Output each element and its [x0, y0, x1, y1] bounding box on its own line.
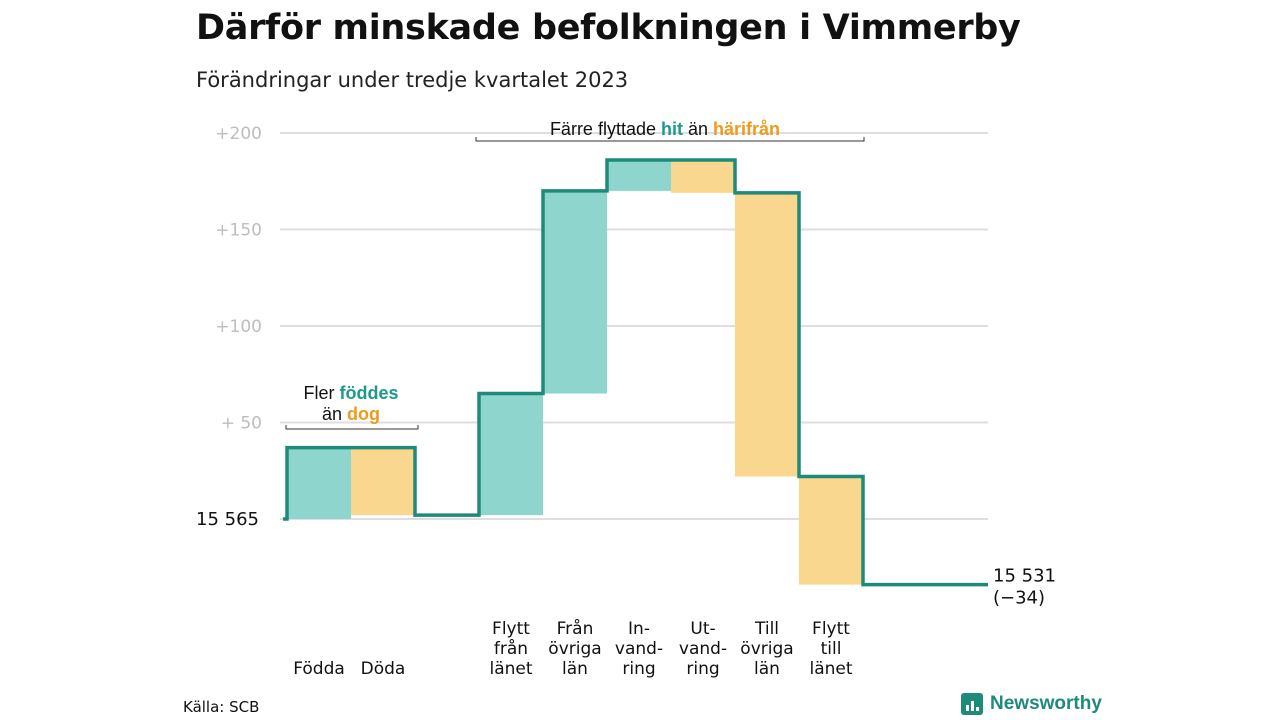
- category-label: Ut-vand-ring: [679, 619, 727, 679]
- waterfall-bar-från-övriga-län: [543, 190, 607, 394]
- label-layer: Födda Döda Flytt från länet Från övriga län In-v…: [196, 509, 1056, 679]
- chart-subtitle: Förändringar under tredje kvartalet 2023: [196, 68, 629, 92]
- category-label: Födda: [293, 659, 345, 679]
- brand-name: Newsworthy: [990, 693, 1102, 714]
- category-label: Flytt från länet: [489, 619, 532, 679]
- waterfall-bar-födda: [287, 447, 351, 519]
- category-label: Döda: [361, 659, 406, 679]
- category-label: In-vand-ring: [615, 619, 663, 679]
- category-label: Till övriga län: [740, 619, 793, 679]
- start-value-label: 15 565: [196, 509, 259, 530]
- annotation-text: Färre flyttade hit än härifrån: [550, 119, 780, 139]
- y-tick-label: +100: [215, 317, 262, 337]
- end-change-label: (−34): [993, 588, 1045, 609]
- category-label: Från övriga län: [548, 618, 601, 679]
- running-total-line: [283, 158, 988, 587]
- category-label: Flytt till länet: [809, 619, 852, 679]
- line-layer: [283, 158, 988, 587]
- annotation-text: Fler föddes: [303, 383, 398, 403]
- waterfall-bar-flytt-från-länet: [479, 393, 543, 516]
- source-note: Källa: SCB: [183, 698, 260, 716]
- waterfall-bar-flytt-till-länet: [799, 476, 863, 585]
- bars-layer: [287, 160, 863, 585]
- end-value-label: 15 531: [993, 566, 1056, 587]
- y-tick-label: +200: [215, 124, 262, 144]
- grid-layer: +200 +150 +100 + 50: [215, 124, 988, 520]
- waterfall-bar-döda: [351, 447, 415, 516]
- waterfall-bar-till-övriga-län: [735, 192, 799, 477]
- chart-title: Därför minskade befolkningen i Vimmerby: [196, 8, 1021, 48]
- annotation-text: än dog: [322, 404, 380, 424]
- waterfall-bar-in--vand--ring: [607, 160, 671, 191]
- annotation-bracket: [285, 425, 419, 430]
- y-tick-label: + 50: [221, 414, 262, 434]
- annotation-bracket: [475, 137, 865, 142]
- waterfall-bar-ut--vand--ring: [671, 160, 735, 193]
- brand[interactable]: Newsworthy: [961, 693, 1102, 715]
- newsworthy-logo-icon: [961, 693, 983, 715]
- y-tick-label: +150: [215, 221, 262, 241]
